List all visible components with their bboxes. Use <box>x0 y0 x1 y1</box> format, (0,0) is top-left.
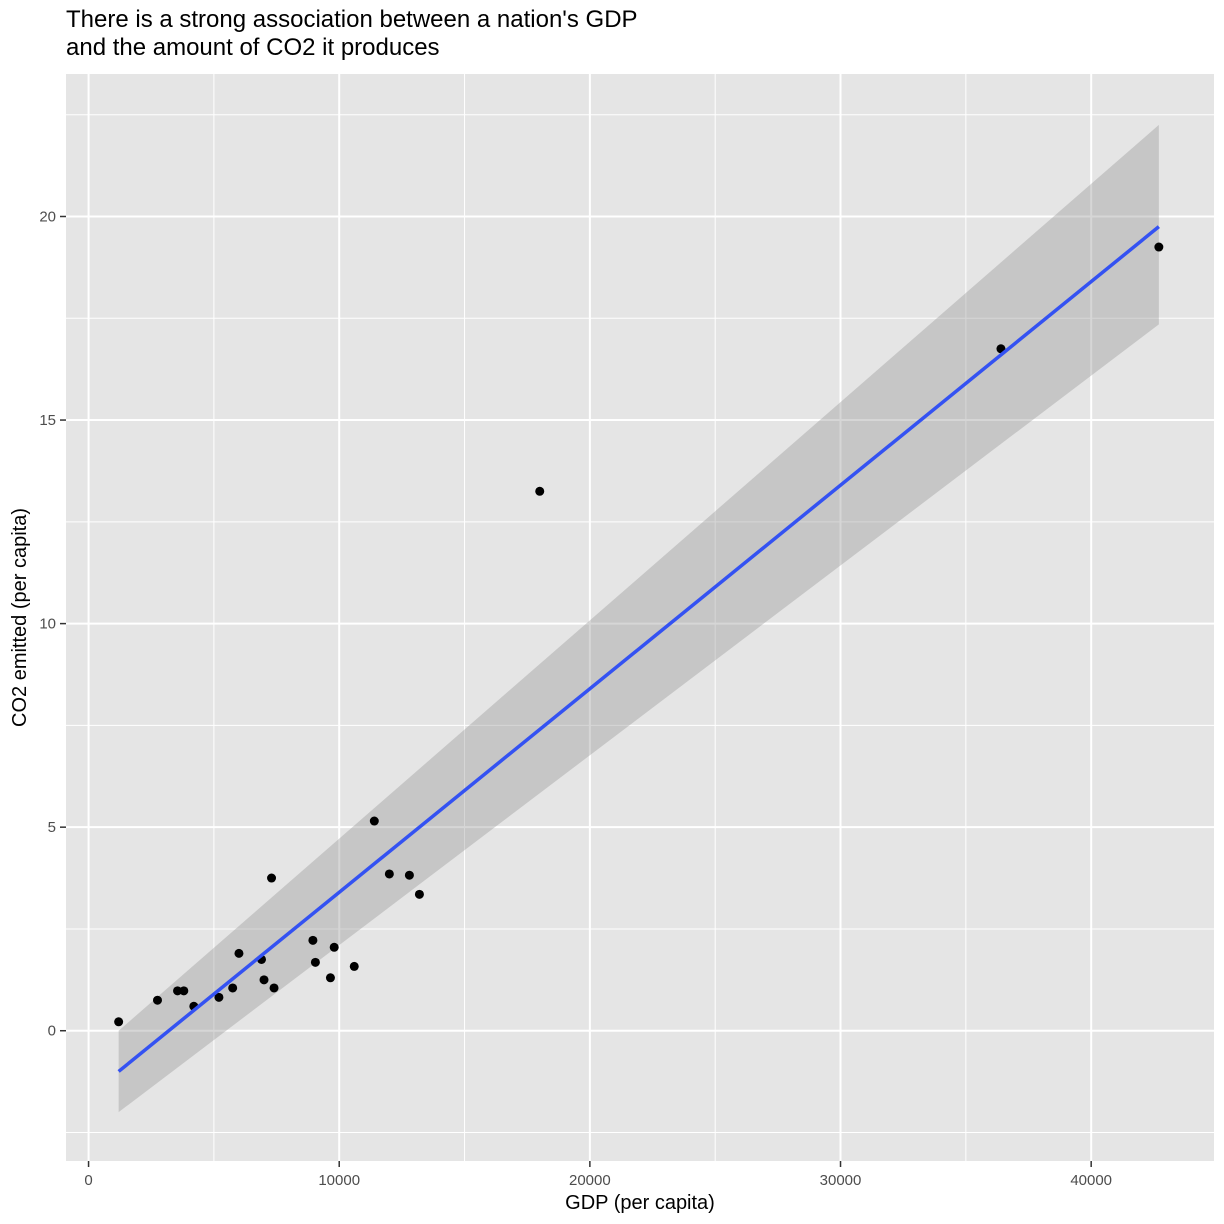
y-tick-label: 0 <box>48 1023 56 1040</box>
data-point <box>259 975 269 985</box>
data-point <box>234 948 244 958</box>
plot-panel <box>66 74 1214 1161</box>
data-point <box>384 869 394 879</box>
y-axis: 0 5 10 15 20 <box>39 208 66 1040</box>
chart-title-line-2: and the amount of CO2 it produces <box>66 34 440 61</box>
data-point <box>535 486 545 496</box>
data-point <box>369 816 379 826</box>
y-tick-label: 20 <box>39 208 56 225</box>
x-tick-label: 30000 <box>820 1172 862 1189</box>
y-tick-label: 10 <box>39 616 56 633</box>
chart-title-line-1: There is a strong association between a … <box>66 6 638 33</box>
data-point <box>173 986 183 996</box>
data-point <box>310 957 320 967</box>
data-point <box>214 992 224 1002</box>
data-point <box>152 995 162 1005</box>
data-point <box>325 973 335 983</box>
data-point <box>1154 242 1164 252</box>
data-point <box>114 1017 124 1027</box>
confidence-band <box>118 124 1159 1113</box>
regression-line <box>117 225 1160 1073</box>
data-point <box>349 961 359 971</box>
data-point <box>414 889 424 899</box>
y-tick-label: 15 <box>39 412 56 429</box>
chart-title: There is a strong association between a … <box>66 6 638 62</box>
data-point <box>404 870 414 880</box>
x-tick-label: 10000 <box>318 1172 360 1189</box>
data-point <box>329 942 339 952</box>
y-tick-label: 5 <box>48 819 56 836</box>
data-point <box>228 983 238 993</box>
x-tick-label: 20000 <box>569 1172 611 1189</box>
data-point <box>269 983 279 993</box>
x-tick-label: 40000 <box>1070 1172 1112 1189</box>
minor-gridlines <box>66 74 1214 1161</box>
major-gridlines <box>66 74 1214 1161</box>
x-axis: 0 10000 20000 30000 40000 <box>84 1161 1112 1189</box>
x-axis-title: GDP (per capita) <box>565 1192 715 1214</box>
data-point <box>179 986 189 996</box>
y-axis-title: CO2 emitted (per capita) <box>9 508 31 727</box>
x-tick-label: 0 <box>84 1172 92 1189</box>
data-point <box>267 873 277 883</box>
data-point <box>308 935 318 945</box>
data-points <box>114 242 1164 1027</box>
